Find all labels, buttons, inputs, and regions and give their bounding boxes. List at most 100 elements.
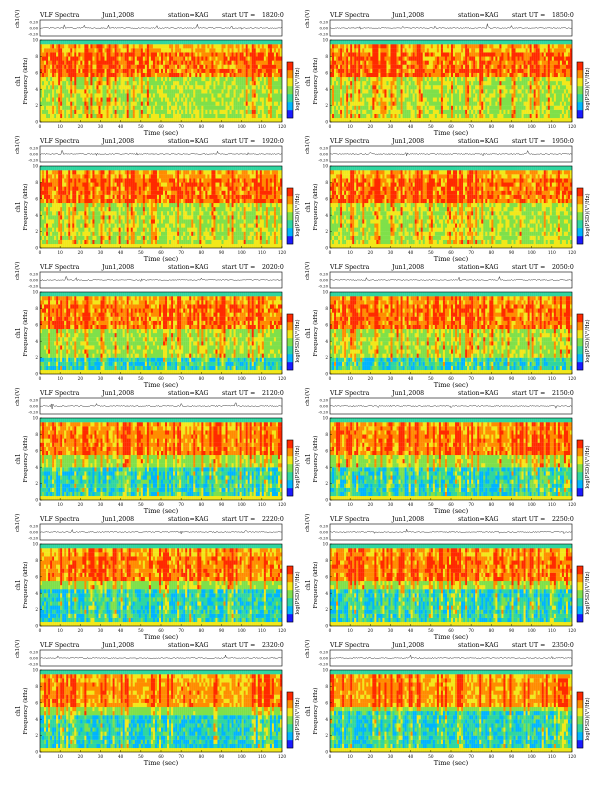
spectrogram-cell — [380, 85, 383, 90]
spectrogram-cell — [116, 93, 119, 98]
spectrogram-cell — [167, 44, 170, 49]
spectrogram-cell — [340, 60, 343, 65]
spectrogram-cell — [191, 113, 194, 119]
spectrogram-cell — [215, 76, 218, 82]
spectrogram-cell — [211, 81, 214, 86]
spectrogram-cell — [110, 64, 113, 69]
spectrogram-cell — [430, 44, 433, 49]
spectrogram-cell — [428, 117, 431, 123]
spectrogram-cell — [209, 113, 212, 119]
spectrogram-cell — [563, 76, 567, 82]
spectrogram-cell — [259, 105, 262, 110]
spectrogram-cell — [557, 44, 561, 49]
spectrogram-cell — [247, 89, 250, 94]
waveform-tick-label: 0.00 — [30, 152, 39, 157]
spectrogram-cell — [350, 56, 353, 61]
spectrogram-cell — [559, 101, 563, 106]
spectrogram-cell — [130, 109, 133, 114]
spectrogram-cell — [227, 52, 230, 57]
spectrogram-cell — [199, 48, 202, 53]
spectrogram-cell — [485, 89, 488, 94]
spectrogram-cell — [205, 52, 208, 57]
spectrogram-cell — [203, 76, 206, 82]
spectrogram-cell — [412, 81, 415, 86]
spectrogram-cell — [430, 56, 433, 61]
spectrogram-cell — [239, 97, 242, 102]
spectrogram-cell — [457, 109, 460, 114]
spectrogram-cell — [217, 52, 220, 57]
spectrogram-cell — [438, 113, 442, 119]
spectrogram-cell — [223, 52, 226, 57]
spectrogram-cell — [54, 105, 57, 110]
spectrogram-cell — [229, 44, 232, 49]
spectrogram-cell — [66, 76, 69, 82]
spectrogram-cell — [70, 68, 73, 73]
spectrogram-cell — [72, 117, 75, 123]
spectrogram-cell — [519, 56, 522, 61]
spectrogram-cell — [565, 56, 569, 61]
spectrogram-cell — [442, 109, 446, 114]
spectrogram-cell — [434, 76, 438, 82]
spectrogram-cell — [418, 72, 421, 78]
spectrogram-cell — [436, 101, 440, 106]
spectrogram-cell — [420, 52, 423, 57]
spectrogram-cell — [227, 85, 230, 90]
spectrogram-cell — [457, 56, 460, 61]
spectrogram-cell — [461, 76, 464, 82]
spectrogram-cell — [446, 105, 450, 110]
spectrogram-cell — [173, 64, 176, 69]
spectrogram-cell — [416, 109, 419, 114]
spectrogram-cell — [519, 97, 522, 102]
spectrogram-cell — [503, 109, 506, 114]
spectrogram-cell — [563, 113, 567, 119]
spectrogram-cell — [114, 105, 117, 110]
spectrogram-cell — [223, 44, 226, 49]
spectrogram-cell — [493, 85, 496, 90]
spectrogram-cell — [467, 109, 470, 114]
spectrogram-cell — [567, 48, 571, 53]
spectrogram-cell — [68, 117, 71, 123]
spectrogram-cell — [531, 64, 534, 69]
spectrogram-cell — [245, 105, 248, 110]
spectrogram-cell — [448, 85, 452, 90]
spectrogram-cell — [473, 40, 476, 45]
spectrogram-cell — [88, 68, 91, 73]
spectrogram-cell — [152, 101, 156, 106]
y-tick-label: 10 — [323, 38, 329, 43]
spectrogram-cell — [531, 68, 534, 73]
spectrogram-cell — [76, 101, 79, 106]
spectrogram-cell — [279, 93, 283, 98]
spectrogram-cell — [152, 68, 156, 73]
spectrogram-cell — [173, 109, 176, 114]
spectrogram-cell — [64, 105, 67, 110]
spectrogram-cell — [253, 52, 256, 57]
spectrogram-cell — [513, 60, 516, 65]
spectrogram-cell — [48, 89, 51, 94]
spectrogram-cell — [511, 64, 514, 69]
spectrogram-cell — [557, 117, 561, 123]
spectrogram-cell — [76, 85, 79, 90]
spectrogram-cell — [138, 64, 141, 69]
spectrogram-cell — [471, 68, 474, 73]
spectrogram-cell — [364, 101, 367, 106]
spectrogram-cell — [338, 97, 341, 102]
spectrogram-cell — [436, 89, 440, 94]
spectrogram-cell — [144, 60, 148, 65]
spectrogram-cell — [169, 85, 172, 90]
spectrogram-cell — [410, 117, 413, 123]
spectrogram-cell — [390, 56, 393, 61]
spectrogram-cell — [275, 52, 279, 57]
spectrogram-cell — [416, 60, 419, 65]
spectrogram-cell — [453, 93, 456, 98]
spectrogram-cell — [567, 60, 571, 65]
spectrogram-cell — [440, 85, 444, 90]
spectrogram-cell — [205, 105, 208, 110]
spectrogram-cell — [483, 89, 486, 94]
spectrogram-cell — [60, 48, 63, 53]
waveform-tick-label: 0.20 — [320, 20, 329, 25]
spectrogram-cell — [378, 109, 381, 114]
spectrogram-cell — [453, 60, 456, 65]
spectrogram-cell — [122, 81, 125, 86]
spectrogram-cell — [76, 52, 79, 57]
spectrogram-cell — [565, 52, 569, 57]
